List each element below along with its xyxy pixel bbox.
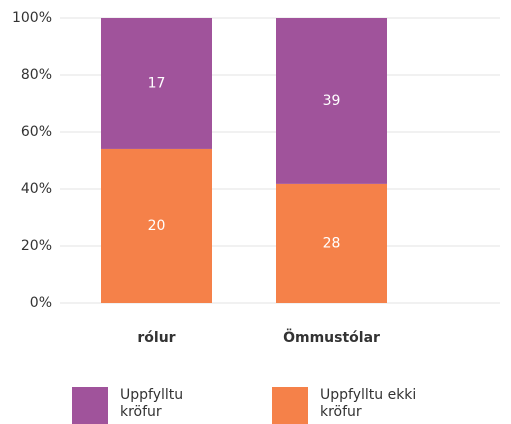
- bar-segment: [101, 18, 212, 149]
- chart: 0% 20% 40% 60% 80% 100% rólur 20 17 Ömmustólar 28 3…: [12, 10, 500, 346]
- y-tick-label: 40%: [21, 181, 52, 197]
- legend-label: Uppfylltu kröfur: [120, 387, 184, 420]
- data-label: 20: [148, 218, 166, 234]
- legend-swatch: [272, 387, 308, 424]
- legend-item: Uppfylltu kröfur: [72, 387, 200, 424]
- y-tick-label: 20%: [21, 238, 52, 254]
- y-tick-label: 0%: [30, 295, 52, 311]
- legend-swatch: [72, 387, 108, 424]
- legend-label: Uppfylltu ekki kröfur: [320, 387, 417, 420]
- y-tick-label: 60%: [21, 124, 52, 140]
- bar-segment: [276, 183, 387, 303]
- x-tick-label: Ömmustólar: [283, 328, 380, 346]
- bar-segment: [276, 18, 387, 184]
- legend-item: Uppfylltu ekki kröfur: [272, 387, 430, 424]
- data-label: 17: [148, 75, 166, 91]
- y-tick-label: 80%: [21, 67, 52, 83]
- data-label: 39: [323, 93, 341, 109]
- y-tick-label: 100%: [12, 10, 52, 26]
- bar-segment: [101, 148, 212, 303]
- x-tick-label: rólur: [137, 330, 175, 346]
- data-label: 28: [323, 235, 341, 251]
